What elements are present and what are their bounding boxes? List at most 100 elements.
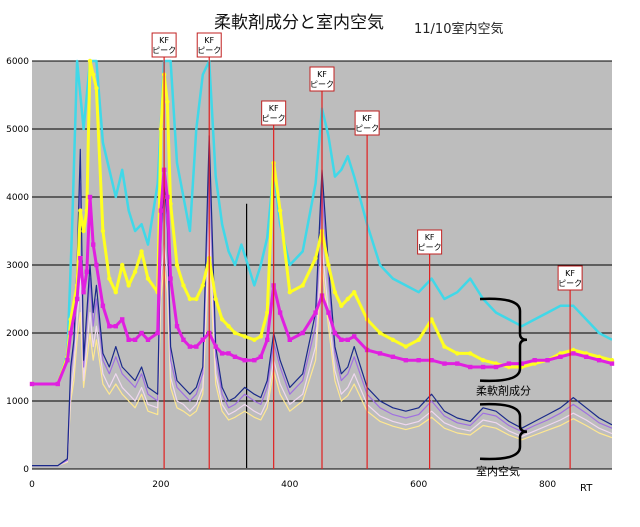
x-tick-label: 400 bbox=[281, 480, 298, 490]
series-point bbox=[132, 269, 138, 274]
kf-peak-box bbox=[557, 265, 583, 291]
series-point bbox=[506, 361, 512, 366]
series-point bbox=[232, 354, 238, 359]
series-point bbox=[194, 344, 199, 349]
series-point bbox=[277, 310, 283, 315]
series-point bbox=[139, 330, 144, 336]
series-point bbox=[429, 317, 434, 322]
series-point bbox=[584, 354, 589, 359]
series-point bbox=[455, 361, 460, 366]
series-point bbox=[493, 364, 499, 370]
series-point bbox=[91, 242, 96, 247]
series-point bbox=[468, 364, 473, 370]
bracket bbox=[479, 297, 528, 383]
series-point bbox=[609, 361, 615, 366]
series-point bbox=[94, 86, 99, 91]
kf-peak-label: KF bbox=[565, 269, 575, 278]
kf-peak-label: ピーク bbox=[355, 124, 379, 133]
series-point bbox=[252, 337, 257, 342]
series-point bbox=[455, 351, 460, 356]
series-point bbox=[429, 358, 434, 363]
kf-peak-label: ピーク bbox=[558, 279, 582, 288]
series-point bbox=[94, 262, 99, 268]
series-point bbox=[584, 351, 589, 356]
series-point bbox=[126, 283, 131, 288]
series-point bbox=[168, 276, 173, 281]
series-point bbox=[174, 262, 180, 268]
series-point bbox=[571, 347, 576, 353]
series-point bbox=[181, 283, 186, 288]
series-point bbox=[232, 330, 238, 336]
kf-peak-label: KF bbox=[159, 36, 169, 45]
series-point bbox=[345, 337, 350, 342]
series-point bbox=[480, 358, 486, 363]
series-point bbox=[158, 126, 164, 132]
chart-title: 柔軟剤成分と室内空気 bbox=[214, 13, 384, 33]
kf-peak-label: KF bbox=[269, 104, 279, 113]
series-point bbox=[519, 361, 524, 366]
series-point bbox=[390, 337, 396, 342]
series-point bbox=[609, 358, 615, 363]
series-point bbox=[78, 208, 83, 213]
series-point bbox=[442, 344, 447, 349]
series-point bbox=[571, 351, 576, 356]
series-point bbox=[242, 334, 247, 339]
kf-peak-box bbox=[261, 100, 287, 126]
series-point bbox=[165, 99, 170, 105]
series-point bbox=[287, 337, 292, 342]
series-point bbox=[168, 201, 173, 206]
bracket-label: 室内空気 bbox=[476, 464, 520, 478]
series-point bbox=[339, 303, 344, 308]
series-point bbox=[65, 358, 70, 363]
series-point bbox=[403, 358, 408, 363]
series-point bbox=[84, 269, 89, 274]
chart-subtitle: 11/10室内空気 bbox=[414, 22, 504, 37]
y-tick-label: 3000 bbox=[6, 261, 29, 271]
series-point bbox=[219, 351, 225, 356]
series-point bbox=[158, 208, 164, 213]
series-point bbox=[390, 354, 396, 359]
series-point bbox=[377, 351, 383, 356]
series-point bbox=[87, 58, 93, 64]
series-point bbox=[78, 256, 83, 261]
series-point bbox=[181, 337, 186, 342]
kf-peak-label: ピーク bbox=[152, 46, 176, 55]
series-point bbox=[326, 262, 331, 268]
series-point bbox=[345, 296, 350, 302]
series-point bbox=[313, 256, 318, 261]
series-point bbox=[107, 324, 112, 329]
series-point bbox=[265, 310, 270, 315]
y-tick-label: 0 bbox=[23, 465, 29, 475]
series-point bbox=[219, 317, 225, 322]
series-point bbox=[493, 361, 499, 366]
series-point bbox=[326, 310, 331, 315]
kf-peak-label: ピーク bbox=[310, 80, 334, 89]
series-point bbox=[126, 337, 131, 342]
series-point bbox=[242, 358, 247, 363]
series-point bbox=[213, 296, 218, 302]
series-line bbox=[32, 250, 612, 467]
series-point bbox=[81, 290, 86, 295]
kf-peak-label: KF bbox=[362, 114, 372, 123]
series-point bbox=[68, 330, 73, 336]
series-point bbox=[194, 296, 199, 302]
series-point bbox=[174, 324, 180, 329]
series-point bbox=[277, 208, 283, 213]
series-point bbox=[506, 364, 512, 370]
series-point bbox=[532, 361, 537, 366]
kf-peak-box bbox=[354, 110, 380, 136]
series-point bbox=[332, 290, 338, 295]
series-point bbox=[100, 228, 106, 234]
series-point bbox=[258, 334, 263, 339]
series-point bbox=[558, 351, 563, 356]
series-point bbox=[300, 330, 305, 336]
series-point bbox=[252, 358, 257, 363]
series-point bbox=[107, 276, 112, 281]
series-point bbox=[532, 358, 537, 363]
y-tick-label: 1000 bbox=[6, 397, 29, 407]
x-tick-label: 600 bbox=[410, 480, 427, 490]
series-point bbox=[74, 296, 80, 302]
kf-peak-label: ピーク bbox=[262, 114, 286, 123]
kf-peak-label: KF bbox=[425, 233, 435, 242]
